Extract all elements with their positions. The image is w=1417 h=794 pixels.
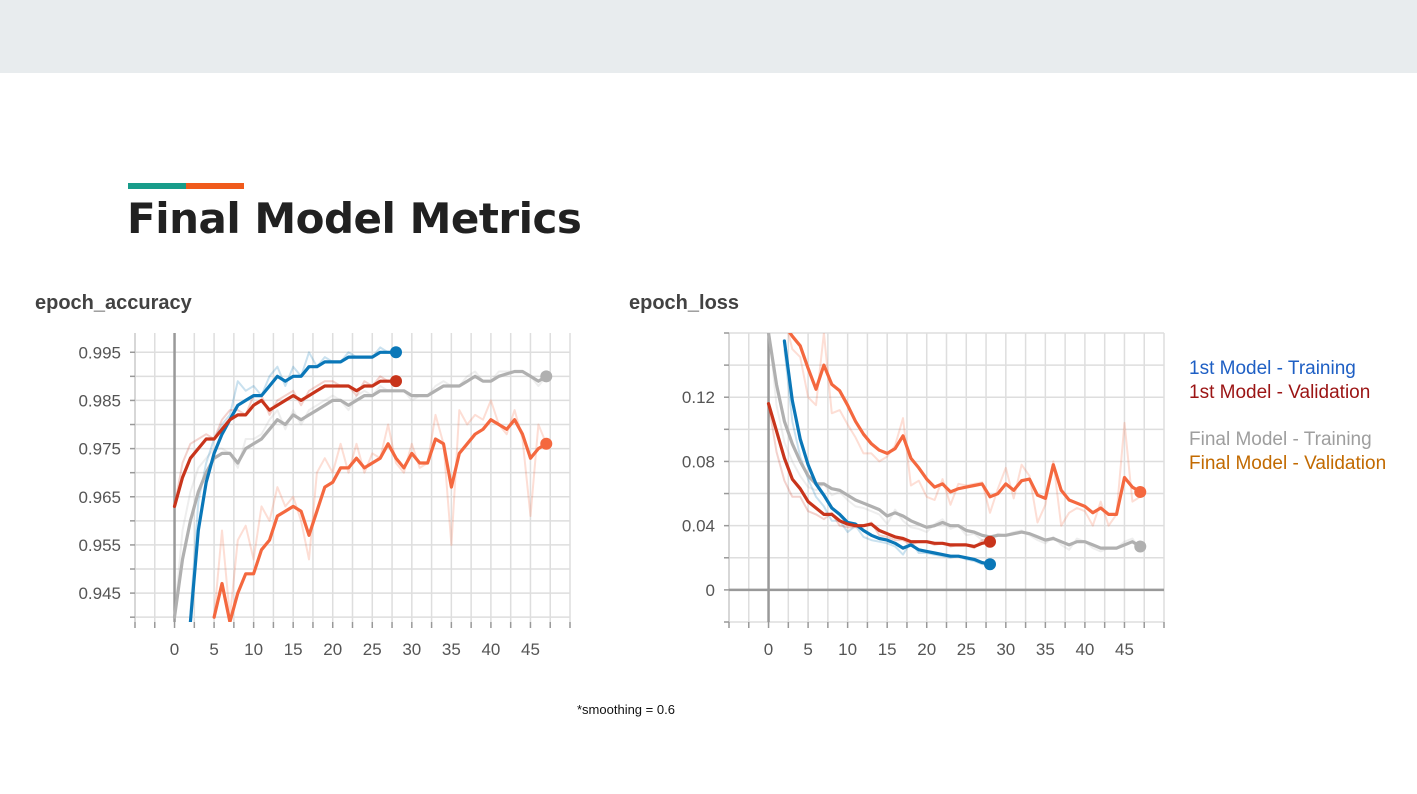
end-point-first_validation [984, 535, 996, 548]
end-point-final_training [540, 370, 553, 383]
raw-line-final_validation [787, 333, 1141, 527]
x-tick-label: 10 [838, 640, 857, 659]
loss-chart: 0 5 10 15 20 25 30 35 40 45 0 0.04 0.08 0.12 [682, 332, 1165, 659]
x-tick-label: 30 [996, 640, 1015, 659]
plot-area [766, 333, 1142, 566]
x-tick-label: 45 [1115, 640, 1134, 659]
legend-item-first-training: 1st Model - Training [1189, 358, 1356, 379]
y-tick-label: 0.04 [682, 517, 715, 536]
series-line-first_validation [766, 401, 992, 549]
x-tick-label: 5 [803, 640, 812, 659]
x-tick-label: 35 [442, 640, 461, 659]
raw-line-final_validation [213, 399, 548, 619]
series-line-final_training [172, 369, 548, 619]
end-point-first_validation [390, 375, 402, 388]
x-tick-label: 40 [481, 640, 500, 659]
y-tick-label: 0.08 [682, 452, 715, 471]
x-tick-label: 20 [323, 640, 342, 659]
x-tick-label: 40 [1075, 640, 1094, 659]
accent-bar-teal [128, 183, 186, 189]
x-tick-label: 25 [957, 640, 976, 659]
x-tick-label: 30 [402, 640, 421, 659]
x-tick-label: 15 [284, 640, 303, 659]
x-tick-label: 5 [209, 640, 218, 659]
y-tick-label: 0.945 [78, 584, 121, 603]
y-tick-label: 0.985 [78, 391, 121, 410]
x-tick-label: 35 [1036, 640, 1055, 659]
x-tick-label: 45 [521, 640, 540, 659]
legend-item-first-validation: 1st Model - Validation [1189, 382, 1371, 403]
y-tick-label: 0.955 [78, 536, 121, 555]
accuracy-chart-title: epoch_accuracy [35, 292, 192, 314]
x-tick-label: 10 [244, 640, 263, 659]
legend: 1st Model - Training 1st Model - Validat… [1189, 357, 1386, 476]
y-tick-label: 0 [706, 581, 715, 600]
x-tick-label: 20 [917, 640, 936, 659]
series-line-first_validation [172, 379, 398, 508]
page-title: Final Model Metrics [127, 194, 582, 243]
accuracy-chart: 0 5 10 15 20 25 30 35 40 45 0.945 0.955 0.965 0.975 0.… [78, 333, 571, 659]
y-tick-label: 0.995 [78, 343, 121, 362]
top-band [0, 0, 1417, 73]
x-tick-label: 15 [878, 640, 897, 659]
series-line-first_training [188, 350, 398, 622]
end-point-first_training [984, 558, 996, 571]
series-line-final_validation [788, 333, 1142, 516]
loss-chart-title: epoch_loss [629, 292, 740, 314]
x-tick-label: 0 [764, 640, 773, 659]
y-tick-label: 0.975 [78, 440, 121, 459]
accent-bar-orange [186, 183, 244, 189]
x-tick-label: 0 [170, 640, 179, 659]
series-line-first_training [782, 339, 992, 566]
smoothing-footnote: *smoothing = 0.6 [577, 702, 675, 717]
series-line-final_validation [212, 418, 548, 622]
end-point-final_validation [540, 437, 553, 450]
end-point-final_validation [1134, 485, 1147, 498]
x-tick-label: 25 [363, 640, 382, 659]
end-point-final_training [1134, 540, 1147, 553]
end-point-first_training [390, 346, 402, 359]
y-tick-label: 0.12 [682, 388, 715, 407]
series-line-final_training [766, 333, 1142, 550]
y-tick-label: 0.965 [78, 488, 121, 507]
plot-area [172, 346, 548, 622]
legend-item-final-validation: Final Model - Validation [1189, 453, 1387, 474]
legend-item-final-training: Final Model - Training [1189, 429, 1372, 450]
